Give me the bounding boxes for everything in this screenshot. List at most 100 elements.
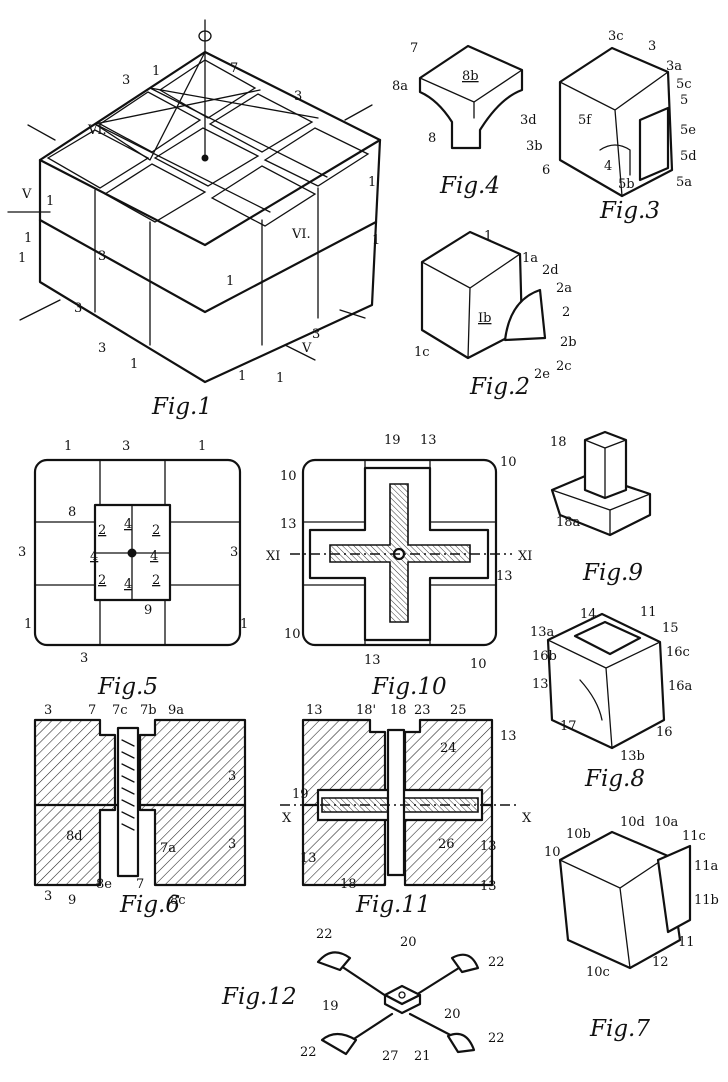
fig6-label: 3 [228,769,236,784]
fig3-label: 5 [680,93,688,108]
fig11-label: 13 [480,839,497,854]
fig9-label: 18 [550,435,567,450]
fig5-label: 3 [122,439,130,454]
fig7-corner-cube [560,832,690,968]
fig1-label: 1 [18,251,26,266]
fig3-label: 5e [680,123,696,138]
fig6-label: 3 [228,837,236,852]
fig10-label: 13 [420,433,437,448]
fig11-label: 13 [306,703,323,718]
fig12-label: 22 [316,927,333,942]
fig1-label: V [301,341,312,356]
fig10-label: XI [266,549,280,564]
fig5-label: 2 [152,573,160,588]
fig10-label: 10 [500,455,517,470]
fig10-caption: Fig.10 [371,674,447,700]
fig5-top-view [35,460,240,645]
fig3-label: 3 [648,39,656,54]
fig5-caption: Fig.5 [97,674,158,700]
fig2-label: 2e [534,367,550,382]
fig2-label: 1c [414,345,430,360]
fig11-label: 18' [356,703,376,718]
fig3-label: 6 [542,163,550,178]
fig5-label: 2 [152,523,160,538]
fig11-label: 13 [500,729,517,744]
fig6-label: 9a [168,703,184,718]
fig3-label: 3a [666,59,682,74]
fig12-label: 21 [414,1049,431,1064]
fig2-label: 1a [522,251,538,266]
fig1-label: 3 [74,301,82,316]
fig7-label: 11 [678,935,695,950]
fig11-caption: Fig.11 [355,892,431,918]
fig8-label: 15 [662,621,679,636]
fig1-label: 3 [294,89,302,104]
fig1-labels: 1 3 7 1 3 1 3 1 VI. VI. V V 1 3 3 1 1 1 … [18,61,380,386]
fig3-label: 5b [618,177,635,192]
fig1-label: 3 [98,249,106,264]
fig2-caption: Fig.2 [469,374,530,400]
fig1-label: 1 [372,233,380,248]
fig9-label: 18a [556,515,581,530]
fig2-label: 2 [562,305,570,320]
fig8-label: 16b [532,649,557,664]
fig6-label: 8e [96,877,112,892]
fig1-label: 3 [312,327,320,342]
fig8-label: 13b [620,749,645,764]
fig2-label: 2c [556,359,572,374]
fig11-label: 18 [390,703,407,718]
fig8-caption: Fig.8 [584,766,645,792]
fig6-label: 7a [160,841,176,856]
fig12-label: 22 [488,955,505,970]
fig3-label: 3c [608,29,624,44]
fig3-label: 5f [578,113,592,128]
fig6-label: 8c [170,893,186,908]
fig5-label: 2 [98,523,106,538]
fig1-label: 3 [122,73,130,88]
fig9-caption: Fig.9 [582,560,643,586]
fig1-label: 1 [238,369,246,384]
fig2-label: 2a [556,281,572,296]
fig1-label: 1 [46,194,54,209]
fig11-label: X [282,811,292,826]
fig6-label: 7b [140,703,157,718]
fig12-label: 20 [444,1007,461,1022]
fig5-label: 3 [230,545,238,560]
fig8-label: 16c [666,645,690,660]
fig5-label: 4 [124,517,132,532]
fig2-label: 2b [560,335,577,350]
fig5-label: 4 [90,549,98,564]
fig5-label: 4 [124,577,132,592]
fig10-label: XI [518,549,532,564]
fig5-label: 3 [18,545,26,560]
fig1-label: V [21,187,32,202]
fig8-label: 13 [532,677,549,692]
fig3-edge-piece [560,48,672,196]
fig5-label: 8 [68,505,76,520]
fig12-label: 22 [488,1031,505,1046]
fig5-label: 2 [98,573,106,588]
fig4-caption: Fig.4 [439,173,500,199]
fig12-caption: Fig.12 [221,984,297,1010]
fig7-label: 10d [620,815,645,830]
fig2-label: 1 [484,229,492,244]
fig7-label: 10c [586,965,610,980]
fig8-label: 16 [656,725,673,740]
fig8-label: 16a [668,679,693,694]
fig5-label: 1 [198,439,206,454]
fig7-label: 11b [694,893,719,908]
fig5-label: 4 [150,549,158,564]
fig4-label: 8b [462,69,479,84]
fig5-label: 3 [80,651,88,666]
fig1-label: 1 [226,274,234,289]
fig11-label: 25 [450,703,467,718]
fig1-label: VI. [291,227,311,242]
fig3-label: 3b [526,139,543,154]
fig7-caption: Fig.7 [589,1016,650,1042]
fig7-label: 10b [566,827,591,842]
fig2-label: Ib [478,311,491,326]
fig10-label: 19 [384,433,401,448]
fig12-spider [318,952,478,1054]
fig10-label: 13 [364,653,381,668]
